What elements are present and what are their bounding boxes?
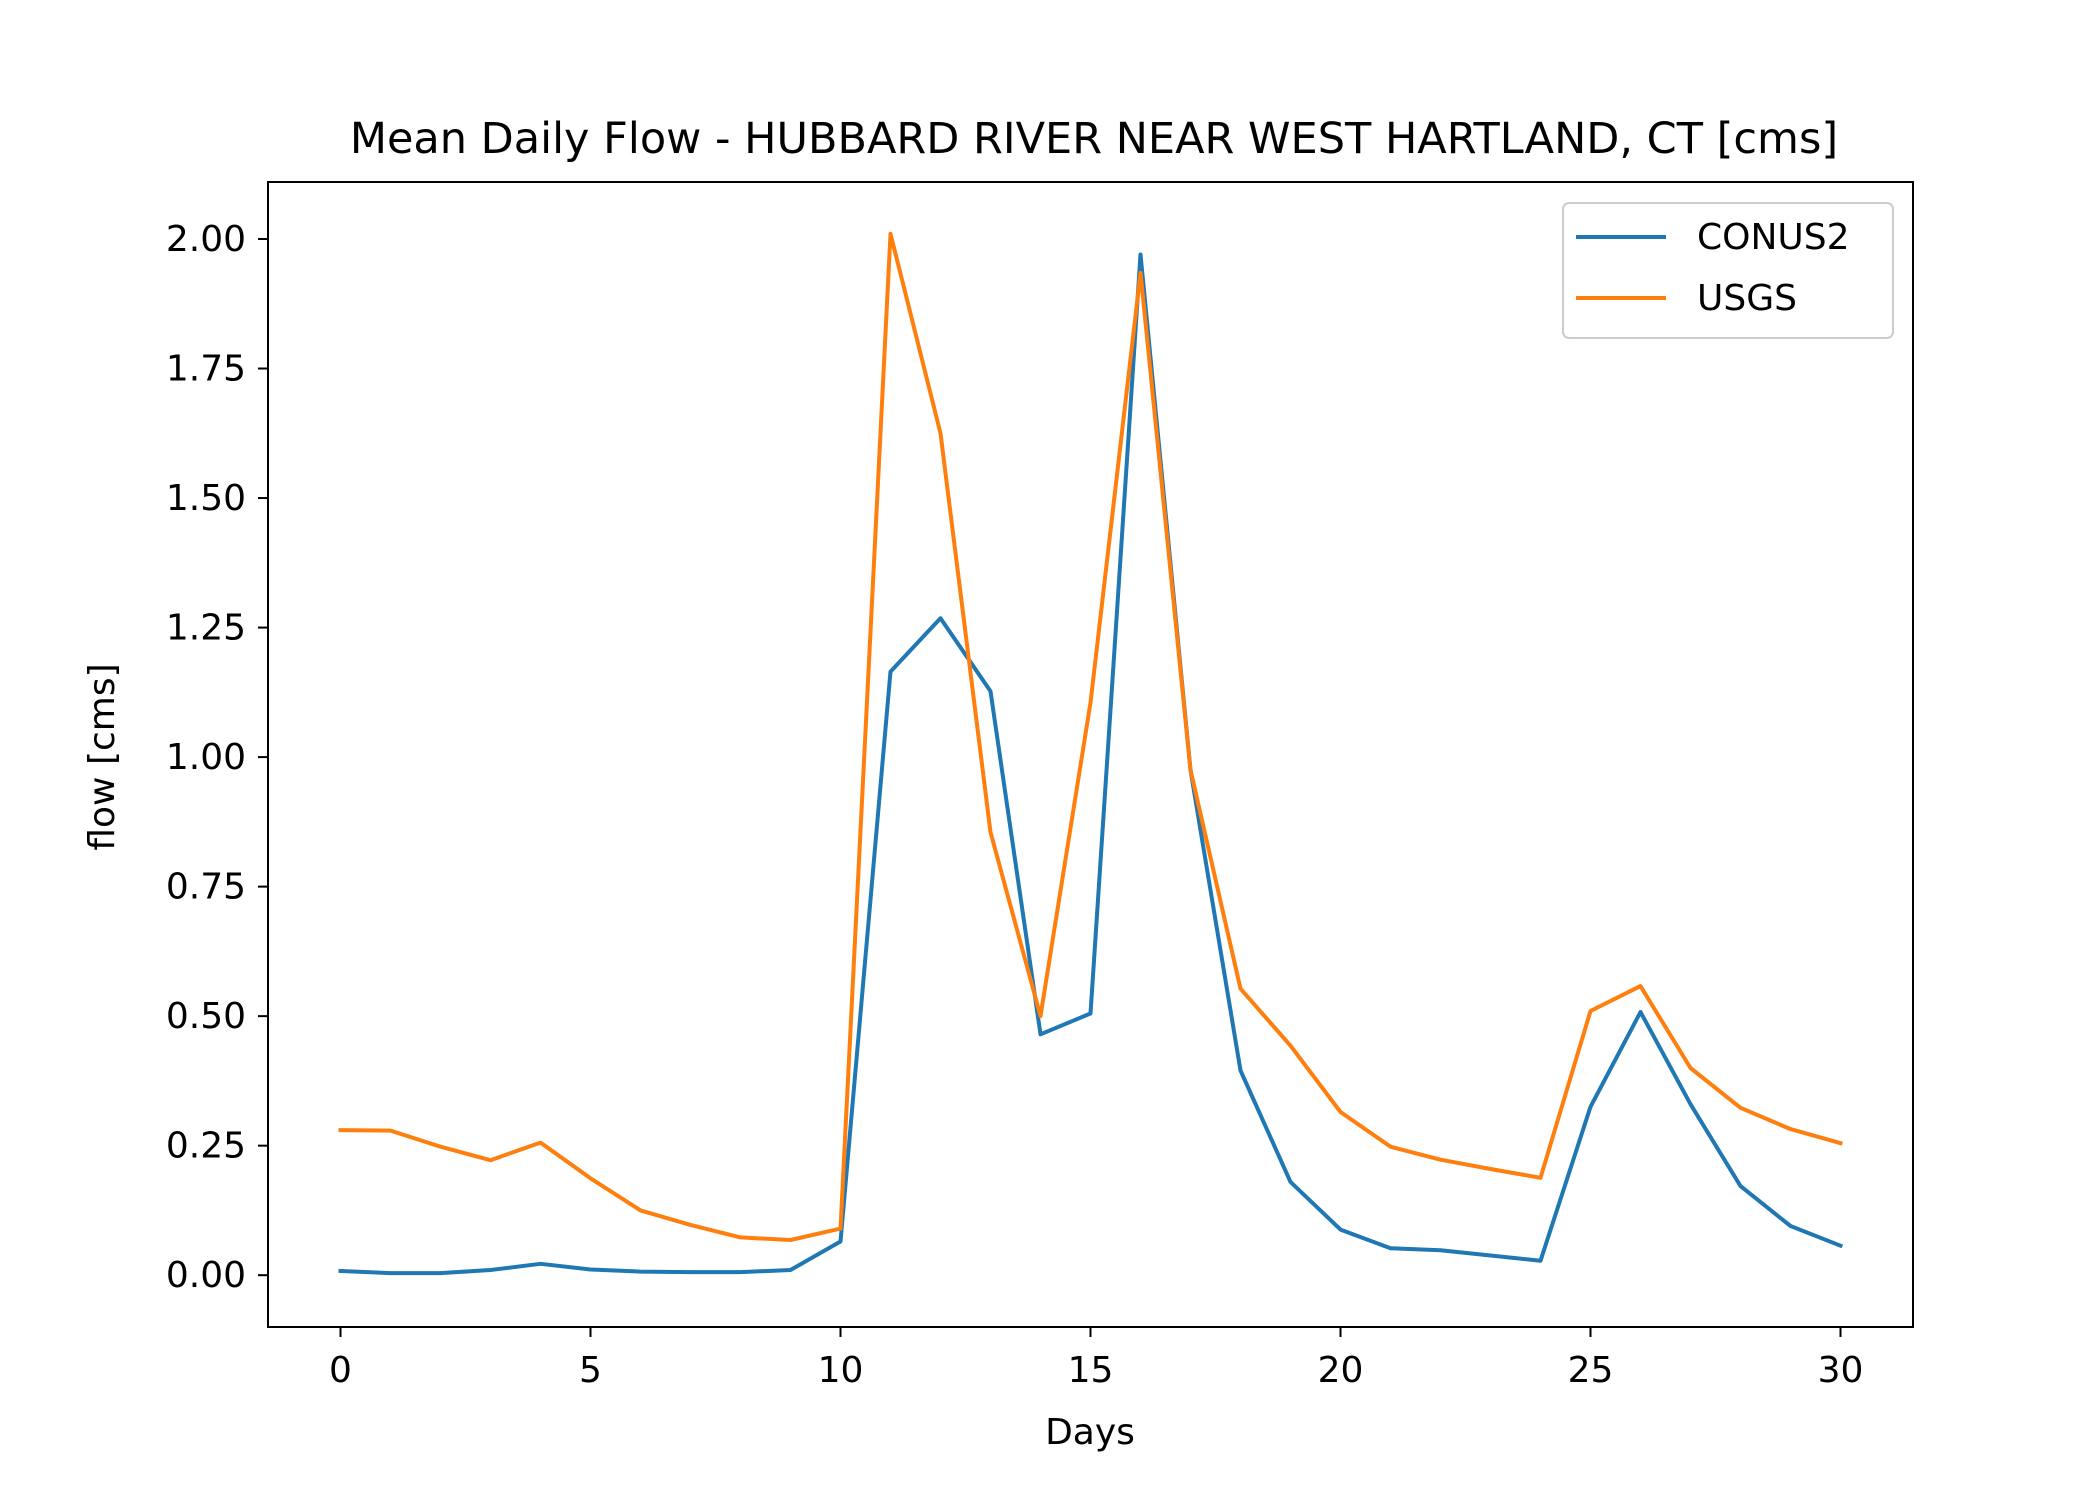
chart-title: Mean Daily Flow - HUBBARD RIVER NEAR WES…: [350, 114, 1838, 164]
x-axis-ticks: 0 5 10 15 20 25 30: [329, 1327, 1863, 1391]
series-layer: [338, 231, 1844, 1276]
y-tick-label: 1.00: [166, 737, 246, 778]
y-tick-label: 0.50: [166, 996, 246, 1037]
x-tick-label: 15: [1068, 1350, 1114, 1391]
x-tick-label: 20: [1318, 1350, 1364, 1391]
y-tick-label: 0.00: [166, 1255, 246, 1296]
y-tick-label: 0.25: [166, 1126, 246, 1167]
x-tick-label: 5: [579, 1350, 602, 1391]
x-tick-label: 10: [818, 1350, 864, 1391]
x-tick-label: 0: [329, 1350, 352, 1391]
x-axis-label: Days: [1045, 1412, 1135, 1453]
legend-label-conus2: CONUS2: [1697, 217, 1850, 258]
y-tick-label: 1.50: [166, 478, 246, 519]
y-axis-label: flow [cms]: [82, 663, 123, 850]
legend-label-usgs: USGS: [1697, 278, 1797, 319]
x-tick-label: 30: [1818, 1350, 1864, 1391]
legend: CONUS2 USGS: [1562, 202, 1894, 339]
y-tick-label: 0.75: [166, 867, 246, 908]
y-tick-label: 1.75: [166, 349, 246, 390]
plot-area: [267, 181, 1914, 1328]
y-tick-label: 1.25: [166, 608, 246, 649]
y-tick-label: 2.00: [166, 219, 246, 260]
y-axis-ticks: 0.00 0.25 0.50 0.75 1.00 1.25 1.50 1.75 2.00: [166, 219, 268, 1296]
x-tick-label: 25: [1568, 1350, 1614, 1391]
plot-background: [268, 182, 1913, 1327]
